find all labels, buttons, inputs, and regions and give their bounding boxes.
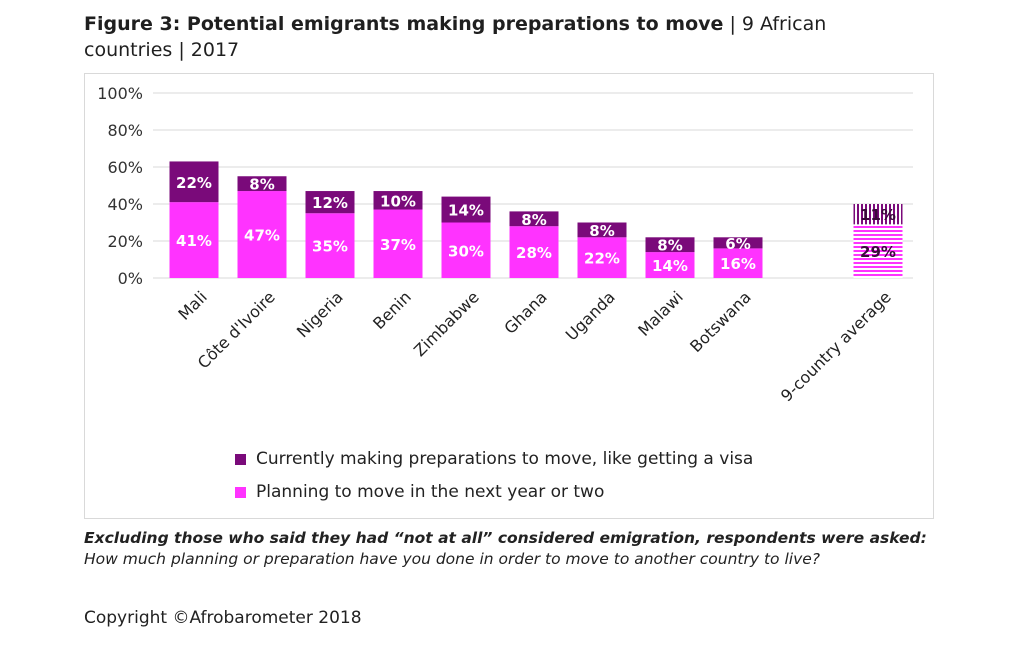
- data-label-preparing: 12%: [312, 194, 348, 212]
- bar-preparing: [577, 222, 627, 238]
- note-question: How much planning or preparation have yo…: [84, 550, 821, 568]
- data-label-planning: 29%: [860, 243, 896, 261]
- x-category-label: Ghana: [500, 287, 550, 337]
- data-label-planning: 35%: [312, 238, 348, 256]
- bar-preparing: [373, 191, 423, 210]
- legend-item-preparing: Currently making preparations to move, l…: [235, 449, 753, 469]
- legend-swatch-planning: [235, 486, 246, 498]
- x-category-label: Mali: [174, 287, 210, 323]
- chart-plot: 41% 22% 47% 8% 35% 12% 37% 10% 30% 14% 28% 8% 22% 8% 1…: [97, 84, 913, 405]
- data-label-planning: 14%: [652, 257, 688, 275]
- y-tick-label: 60%: [107, 158, 143, 177]
- legend-swatch-preparing: [235, 453, 246, 465]
- data-label-preparing: 8%: [657, 237, 682, 255]
- copyright-notice: Copyright ©Afrobarometer 2018: [84, 608, 362, 628]
- chart-title-main: Figure 3: Potential emigrants making pre…: [84, 13, 724, 35]
- bar-preparing: [441, 196, 491, 223]
- data-label-planning: 30%: [448, 242, 484, 260]
- y-tick-label: 20%: [107, 232, 143, 251]
- bar-preparing: [713, 237, 763, 249]
- data-label-preparing: 6%: [725, 235, 750, 253]
- data-label-preparing: 8%: [589, 222, 614, 240]
- bar-preparing: [169, 161, 219, 203]
- data-label-preparing: 10%: [380, 192, 416, 210]
- bar-planning: [577, 237, 627, 278]
- bar-preparing: [853, 204, 903, 225]
- data-label-preparing: 14%: [448, 202, 484, 220]
- legend-item-planning: Planning to move in the next year or two: [235, 482, 604, 502]
- bar-planning: [853, 224, 903, 278]
- bar-planning: [713, 248, 763, 278]
- bar-planning: [373, 209, 423, 278]
- bar-planning: [237, 191, 287, 278]
- y-tick-label: 0%: [118, 269, 143, 288]
- x-category-label: Uganda: [562, 287, 619, 344]
- data-label-preparing: 22%: [176, 174, 212, 192]
- bar-planning: [645, 252, 695, 278]
- legend-label-planning: Planning to move in the next year or two: [256, 482, 605, 502]
- x-category-label: 9-country average: [777, 287, 895, 405]
- data-label-planning: 41%: [176, 232, 212, 250]
- bar-preparing: [509, 211, 559, 227]
- bar-preparing: [237, 176, 287, 192]
- data-label-preparing: 11%: [860, 206, 896, 224]
- legend-label-preparing: Currently making preparations to move, l…: [256, 449, 754, 469]
- bar-planning: [169, 202, 219, 278]
- bar-preparing: [305, 191, 355, 214]
- bar-planning: [509, 226, 559, 278]
- y-tick-label: 80%: [107, 121, 143, 140]
- survey-question-note: Excluding those who said they had “not a…: [84, 528, 944, 570]
- bar-planning: [441, 222, 491, 278]
- bar-planning: [305, 213, 355, 278]
- x-category-label: Botswana: [686, 287, 755, 356]
- x-category-label: Benin: [369, 287, 415, 333]
- bar-preparing: [645, 237, 695, 253]
- y-tick-label: 100%: [97, 84, 143, 103]
- data-label-planning: 16%: [720, 255, 756, 273]
- data-label-preparing: 8%: [249, 176, 274, 194]
- x-category-label: Malawi: [634, 287, 687, 340]
- chart-title: Figure 3: Potential emigrants making pre…: [84, 11, 914, 63]
- data-label-planning: 28%: [516, 244, 552, 262]
- x-category-label: Zimbabwe: [410, 287, 483, 360]
- y-tick-label: 40%: [107, 195, 143, 214]
- chart-title-sub: | 9 African countries | 2017: [84, 13, 827, 61]
- data-label-planning: 47%: [244, 227, 280, 245]
- data-label-planning: 22%: [584, 250, 620, 268]
- chart-area: 41% 22% 47% 8% 35% 12% 37% 10% 30% 14% 28% 8% 22% 8% 1…: [84, 73, 934, 519]
- data-label-preparing: 8%: [521, 211, 546, 229]
- data-label-planning: 37%: [380, 236, 416, 254]
- x-category-label: Nigeria: [293, 287, 347, 341]
- note-intro: Excluding those who said they had “not a…: [84, 529, 927, 547]
